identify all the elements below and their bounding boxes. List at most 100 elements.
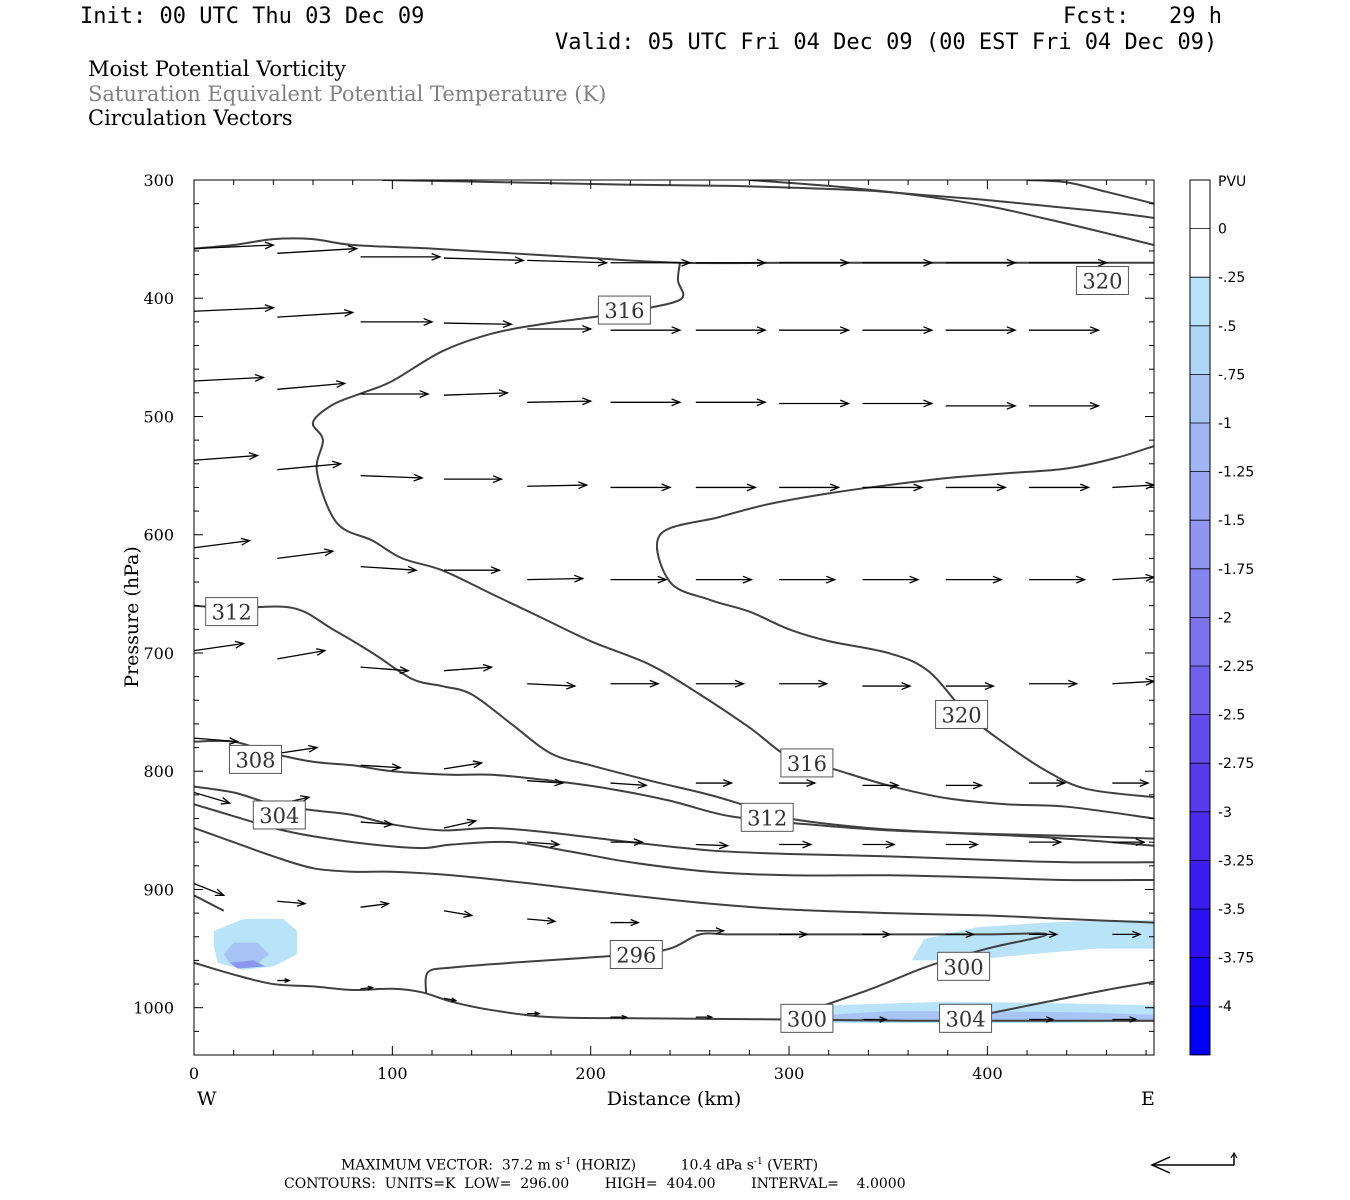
- circulation-vector: [695, 841, 730, 850]
- colorbar-label: -2.25: [1218, 659, 1254, 675]
- theta-contour-line: [194, 803, 1154, 882]
- circulation-vector: [1029, 679, 1079, 688]
- contour-label-text: 316: [787, 752, 827, 776]
- theta-contour-line: [194, 961, 1154, 1022]
- circulation-vector: [194, 791, 232, 805]
- circulation-vector: [779, 483, 841, 492]
- colorbar-label: -3.5: [1218, 902, 1245, 918]
- theta-contour-line: [1027, 180, 1154, 205]
- circulation-vector: [443, 997, 458, 1003]
- circulation-vector: [1112, 930, 1142, 939]
- circulation-vector: [194, 737, 240, 745]
- circulation-vector: [360, 317, 434, 326]
- contour-labels: 316 320 312 320 308 316 304 312 296 300 300 304: [205, 266, 1129, 1033]
- field-vectors: Circulation Vectors: [88, 106, 293, 130]
- contour-label: 312: [740, 802, 794, 832]
- mpv-shade-region: [223, 942, 270, 967]
- theta-contour-line: [382, 180, 1154, 219]
- circulation-vector: [1029, 575, 1087, 584]
- init-time: Init: 00 UTC Thu 03 Dec 09: [80, 4, 425, 29]
- circulation-vector: [610, 575, 668, 584]
- circulation-vector: [862, 682, 912, 691]
- contour-label-text: 316: [604, 299, 644, 323]
- contour-label-text: 304: [946, 1007, 986, 1031]
- circulation-vector: [695, 398, 767, 407]
- circulation-vector: [695, 927, 726, 935]
- theta-contour-line: [194, 739, 1154, 840]
- contour-label: 300: [937, 951, 991, 981]
- circulation-vector: [1029, 483, 1091, 492]
- circulation-vector: [527, 1011, 541, 1017]
- circulation-vector: [360, 900, 391, 909]
- circulation-vector: [443, 818, 478, 829]
- contour-label-text: 320: [942, 703, 982, 727]
- circulation-vector: [945, 682, 996, 691]
- circulation-vector: [779, 679, 829, 688]
- circulation-vector: [695, 258, 767, 267]
- colorbar-label: -.25: [1218, 270, 1245, 286]
- colorbar-swatch: [1190, 374, 1210, 424]
- circulation-vector: [360, 473, 424, 482]
- colorbar-label: -1: [1218, 416, 1232, 432]
- contour-label: 304: [939, 1003, 993, 1033]
- colorbar-swatch: [1190, 763, 1210, 813]
- circulation-vector: [610, 483, 672, 492]
- contour-label-text: 300: [944, 955, 984, 979]
- plot-frame: [193, 179, 1155, 1056]
- circulation-vector: [443, 389, 510, 398]
- colorbar-title: PVU: [1218, 174, 1246, 190]
- colorbar-label: -.75: [1218, 367, 1245, 383]
- circulation-vector: [945, 401, 1017, 410]
- contour-label: 316: [780, 748, 834, 778]
- circulation-vector: [277, 460, 343, 471]
- colorbar-swatch: [1190, 568, 1210, 618]
- colorbar-swatch: [1190, 1006, 1210, 1056]
- y-tick-label: 700: [143, 644, 174, 663]
- circulation-vector: [610, 326, 682, 335]
- circulation-vector: [443, 910, 474, 918]
- colorbar-swatch: [1190, 228, 1210, 278]
- circulation-vector: [695, 1014, 714, 1020]
- circulation-vector: [527, 481, 589, 490]
- circulation-vector: [1029, 401, 1101, 410]
- colorbar-label: -3: [1218, 805, 1232, 821]
- circulation-vector: [610, 838, 645, 847]
- circulation-vector: [1112, 779, 1150, 787]
- circulation-vector: [862, 840, 896, 849]
- circulation-vector: [277, 744, 319, 755]
- circulation-vector: [277, 978, 291, 983]
- circulation-vector: [360, 985, 375, 991]
- circulation-vector: [443, 663, 494, 672]
- theta-contour-line: [194, 237, 1154, 265]
- circulation-vector: [194, 373, 266, 382]
- circulation-vector: [1112, 1016, 1138, 1023]
- y-axis: 300 400 500 600 700 800 900 1000: [133, 171, 1154, 1056]
- circulation-vector: [862, 258, 934, 267]
- field-theta: Saturation Equivalent Potential Temperat…: [88, 82, 607, 106]
- circulation-vector: [194, 241, 276, 250]
- colorbar-swatch: [1190, 666, 1210, 716]
- circulation-vector: [527, 839, 561, 848]
- x-axis-label: Distance (km): [607, 1088, 742, 1110]
- colorbar-label: -2.75: [1218, 756, 1254, 772]
- x-tick-label: 200: [575, 1064, 606, 1083]
- colorbar-swatch: [1190, 957, 1210, 1007]
- circulation-vector: [945, 326, 1017, 335]
- circulation-vector: [443, 566, 502, 575]
- contour-label: 320: [935, 699, 989, 729]
- circulation-vector: [1029, 258, 1109, 267]
- circulation-vector: [695, 575, 754, 584]
- y-tick-label: 800: [143, 762, 174, 781]
- circulation-vector: [695, 679, 746, 688]
- x-axis: 0 100 200 300 400: [189, 180, 1147, 1083]
- circulation-vector: [779, 930, 809, 939]
- y-tick-label: 300: [143, 171, 174, 190]
- circulation-vector: [695, 779, 734, 787]
- colorbar-label: -4: [1218, 999, 1232, 1015]
- circulation-vector: [1112, 481, 1154, 490]
- circulation-vector: [945, 258, 1017, 267]
- circulation-vector: [779, 258, 851, 267]
- circulation-vector: [527, 258, 609, 267]
- circulation-vector: [1112, 677, 1154, 686]
- circulation-vector: [610, 1014, 629, 1020]
